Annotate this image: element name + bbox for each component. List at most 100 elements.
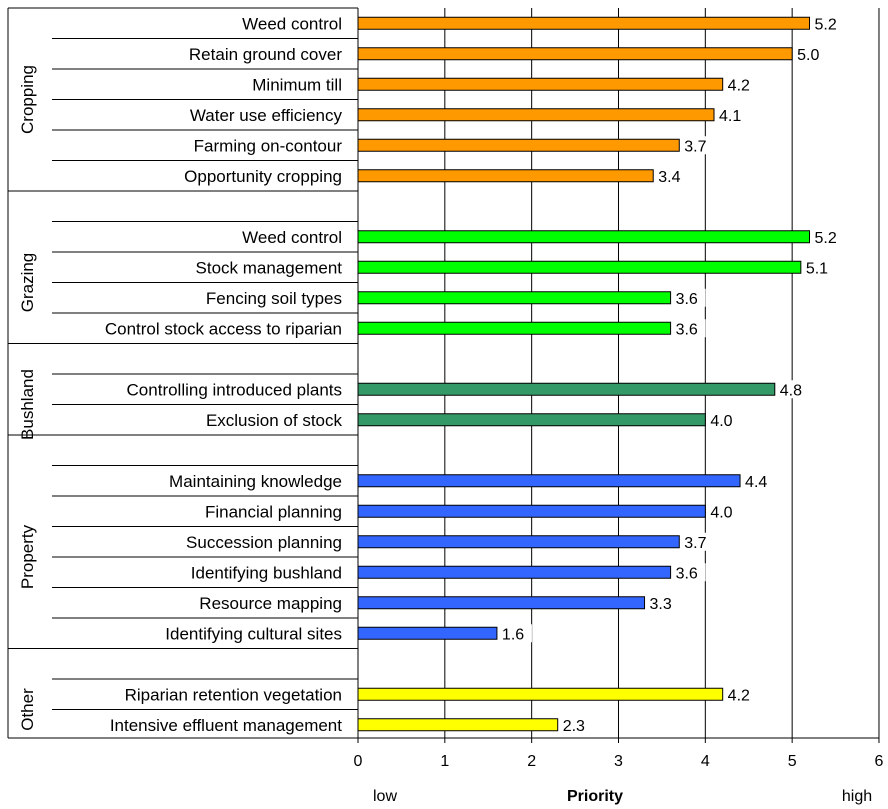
category-label: Fencing soil types xyxy=(206,289,342,308)
bar xyxy=(357,230,811,244)
bar xyxy=(357,687,724,701)
data-label: 4.2 xyxy=(728,687,750,704)
data-label-bg xyxy=(812,227,845,246)
data-label: 3.6 xyxy=(676,321,698,338)
bar xyxy=(357,626,498,640)
category-label: Identifying bushland xyxy=(191,563,342,582)
group-label: Property xyxy=(18,524,37,589)
data-label-bg xyxy=(725,75,758,94)
data-label: 3.3 xyxy=(650,596,672,613)
data-label-bg xyxy=(812,14,845,33)
data-label-bg xyxy=(725,685,758,704)
data-label: 3.6 xyxy=(676,565,698,582)
category-label: Controlling introduced plants xyxy=(127,380,342,399)
data-label-bg xyxy=(682,136,715,155)
data-label-bg xyxy=(708,502,741,521)
category-label: Weed control xyxy=(242,228,342,247)
data-label-bg xyxy=(647,593,680,612)
data-label-bg xyxy=(656,166,689,185)
bar xyxy=(357,596,646,610)
bar xyxy=(357,108,715,122)
category-label: Opportunity cropping xyxy=(184,167,342,186)
group-label: Grazing xyxy=(18,253,37,313)
data-label-bg xyxy=(673,563,706,582)
category-label: Maintaining knowledge xyxy=(169,472,342,491)
data-label-bg xyxy=(743,471,776,490)
category-label: Water use efficiency xyxy=(190,106,343,125)
x-tick-label: 5 xyxy=(788,753,797,770)
data-label: 3.6 xyxy=(676,291,698,308)
data-label-bg xyxy=(560,715,593,734)
category-label: Weed control xyxy=(242,14,342,33)
group-label: Other xyxy=(18,688,37,731)
bar xyxy=(357,16,811,30)
data-label: 5.2 xyxy=(815,230,837,247)
data-label: 2.3 xyxy=(563,718,585,735)
category-label: Stock management xyxy=(196,258,343,277)
data-label-bg xyxy=(803,258,836,277)
bar xyxy=(357,138,680,152)
data-label: 4.1 xyxy=(719,108,741,125)
bar xyxy=(357,260,802,274)
bar xyxy=(357,77,724,91)
data-label: 4.8 xyxy=(780,382,802,399)
data-label: 5.1 xyxy=(806,260,828,277)
bar xyxy=(357,169,654,183)
data-label: 3.7 xyxy=(684,535,706,552)
data-label-bg xyxy=(777,380,810,399)
bar xyxy=(357,291,672,305)
category-label: Financial planning xyxy=(205,502,342,521)
data-label-bg xyxy=(682,532,715,551)
data-label-bg xyxy=(673,288,706,307)
category-label: Exclusion of stock xyxy=(206,411,343,430)
x-axis: 0 1 2 3 4 5 6 xyxy=(7,7,884,770)
data-label: 4.2 xyxy=(728,77,750,94)
bar xyxy=(357,321,672,335)
data-label-bg xyxy=(673,319,706,338)
category-label: Control stock access to riparian xyxy=(105,319,342,338)
category-label: Retain ground cover xyxy=(189,45,342,64)
grid-layer xyxy=(444,8,880,738)
x-tick-label: 6 xyxy=(875,753,884,770)
bar xyxy=(357,474,741,488)
bar xyxy=(357,413,706,427)
data-label: 4.0 xyxy=(710,504,732,521)
bar xyxy=(357,565,672,579)
data-label: 4.4 xyxy=(745,474,767,491)
category-label: Minimum till xyxy=(252,75,342,94)
x-tick-label: 1 xyxy=(440,753,449,770)
category-label: Succession planning xyxy=(186,533,342,552)
bars-layer xyxy=(357,16,811,732)
x-axis-title: Priority xyxy=(567,788,623,805)
x-tick-label: 0 xyxy=(354,753,363,770)
data-label-bg xyxy=(499,624,532,643)
bar xyxy=(357,47,793,61)
data-label: 3.7 xyxy=(684,138,706,155)
category-labels: Weed control 5.2 Retain ground cover 5.0 Min… xyxy=(18,14,845,735)
category-label: Riparian retention vegetation xyxy=(125,685,342,704)
bar xyxy=(357,535,680,549)
x-tick-label: 4 xyxy=(701,753,710,770)
bar xyxy=(357,504,706,518)
category-label: Resource mapping xyxy=(199,594,342,613)
data-label: 5.0 xyxy=(797,47,819,64)
data-label: 1.6 xyxy=(502,626,524,643)
x-tick-label: 2 xyxy=(527,753,536,770)
data-label: 5.2 xyxy=(815,16,837,33)
data-label-bg xyxy=(717,105,750,124)
x-tick-label: 3 xyxy=(614,753,623,770)
bar xyxy=(357,382,776,396)
category-label: Identifying cultural sites xyxy=(165,624,342,643)
x-axis-high-label: high xyxy=(842,788,872,805)
data-label: 4.0 xyxy=(710,413,732,430)
bar xyxy=(357,718,559,732)
data-label: 3.4 xyxy=(658,169,680,186)
data-label-bg xyxy=(795,44,828,63)
data-label-bg xyxy=(708,410,741,429)
x-axis-low-label: low xyxy=(373,788,397,805)
category-label: Intensive effluent management xyxy=(110,716,342,735)
category-label: Farming on-contour xyxy=(194,136,343,155)
group-label: Cropping xyxy=(18,65,37,134)
group-label: Bushland xyxy=(18,369,37,440)
